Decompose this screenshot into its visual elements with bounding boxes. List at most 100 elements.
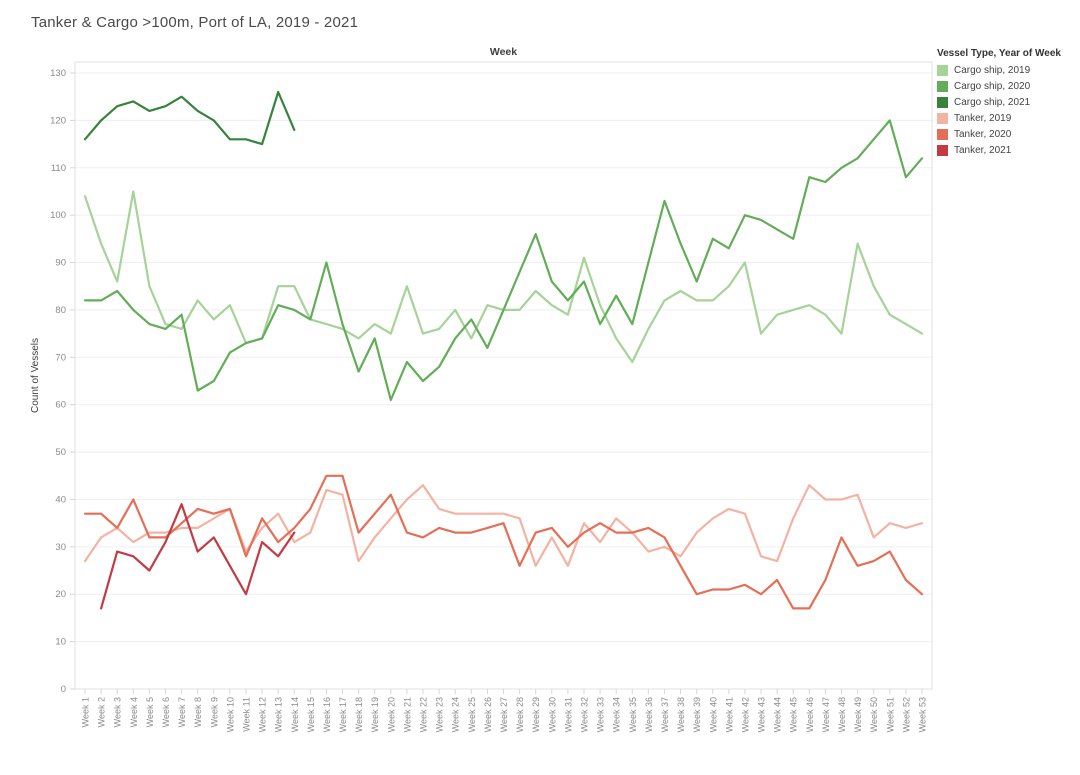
series-line-tanker-2021[interactable] (100, 503, 296, 610)
svg-text:110: 110 (51, 163, 66, 174)
svg-text:Week 28: Week 28 (515, 697, 525, 732)
svg-text:Week 25: Week 25 (467, 697, 477, 732)
svg-text:Week 33: Week 33 (596, 697, 606, 732)
svg-text:Week 39: Week 39 (692, 697, 702, 732)
svg-text:Week 15: Week 15 (306, 697, 316, 732)
legend-swatch-icon (937, 113, 948, 124)
legend-swatch-icon (937, 65, 948, 76)
svg-text:Week 23: Week 23 (435, 697, 445, 732)
legend-item-tanker-2020[interactable]: Tanker, 2020 (937, 129, 1077, 140)
svg-text:0: 0 (61, 684, 66, 695)
legend-swatch-icon (937, 145, 948, 156)
series-line-cargo-ship-2021[interactable] (83, 90, 296, 146)
svg-text:Week 46: Week 46 (805, 697, 815, 732)
svg-text:Week 31: Week 31 (563, 697, 573, 732)
svg-text:Week 12: Week 12 (258, 697, 268, 732)
legend-item-label: Cargo ship, 2019 (954, 65, 1031, 76)
svg-text:Week 9: Week 9 (209, 697, 219, 727)
svg-text:50: 50 (55, 447, 66, 458)
legend-item-label: Cargo ship, 2021 (954, 97, 1031, 108)
page-title: Tanker & Cargo >100m, Port of LA, 2019 -… (31, 14, 359, 31)
svg-text:Week 18: Week 18 (354, 697, 364, 732)
svg-text:Week 36: Week 36 (644, 697, 654, 732)
legend-item-cargo-2019[interactable]: Cargo ship, 2019 (937, 65, 1077, 76)
svg-text:30: 30 (55, 542, 66, 553)
svg-text:Week 6: Week 6 (161, 697, 171, 727)
series-line-tanker-2020[interactable] (83, 474, 924, 610)
legend-swatch-icon (937, 129, 948, 140)
legend-item-tanker-2019[interactable]: Tanker, 2019 (937, 113, 1077, 124)
legend-title: Vessel Type, Year of Week (937, 48, 1061, 59)
svg-text:60: 60 (55, 400, 66, 411)
svg-text:Week 30: Week 30 (547, 697, 557, 732)
series-line-cargo-ship-2020[interactable] (83, 119, 924, 402)
svg-text:100: 100 (50, 210, 66, 221)
svg-text:130: 130 (50, 68, 66, 79)
svg-text:10: 10 (55, 637, 66, 648)
x-axis-ticks: Week 1 Week 2 Week 3 Week 4 Week 5 Week 6 Week… (81, 689, 928, 732)
svg-text:Week 26: Week 26 (483, 697, 493, 732)
svg-text:Week 4: Week 4 (129, 697, 139, 727)
svg-text:Week 34: Week 34 (612, 697, 622, 732)
svg-text:Week 47: Week 47 (821, 697, 831, 732)
series-lines (83, 90, 924, 610)
svg-text:Week 21: Week 21 (402, 697, 412, 732)
x-axis-title: Week (490, 46, 517, 58)
svg-text:Week 13: Week 13 (274, 697, 284, 732)
svg-text:Week 20: Week 20 (386, 697, 396, 732)
svg-text:70: 70 (55, 352, 66, 363)
svg-text:Week 22: Week 22 (419, 697, 429, 732)
svg-text:Week 44: Week 44 (773, 697, 783, 732)
svg-text:Week 49: Week 49 (853, 697, 863, 732)
svg-text:Week 29: Week 29 (531, 697, 541, 732)
svg-text:Week 16: Week 16 (322, 697, 332, 732)
y-axis-title: Count of Vessels (30, 338, 41, 413)
svg-text:Week 52: Week 52 (901, 697, 911, 732)
svg-text:Week 2: Week 2 (97, 697, 107, 727)
legend-item-label: Tanker, 2021 (954, 145, 1012, 156)
series-line-cargo-ship-2019[interactable] (83, 190, 924, 364)
svg-text:Week 38: Week 38 (676, 697, 686, 732)
svg-text:20: 20 (55, 589, 66, 600)
svg-text:Week 1: Week 1 (81, 697, 91, 727)
svg-text:Week 43: Week 43 (757, 697, 767, 732)
svg-text:Week 42: Week 42 (740, 697, 750, 732)
svg-text:Week 53: Week 53 (918, 697, 928, 732)
svg-text:Week 3: Week 3 (113, 697, 123, 727)
svg-text:Week 40: Week 40 (708, 697, 718, 732)
svg-text:Week 45: Week 45 (789, 697, 799, 732)
legend: Vessel Type, Year of Week Cargo ship, 20… (937, 48, 1077, 161)
svg-text:Week 14: Week 14 (290, 697, 300, 732)
svg-text:Week 32: Week 32 (579, 697, 589, 732)
svg-text:Week 37: Week 37 (660, 697, 670, 732)
svg-text:Week 35: Week 35 (628, 697, 638, 732)
y-gridlines (75, 72, 932, 690)
svg-text:Week 48: Week 48 (837, 697, 847, 732)
legend-item-label: Tanker, 2020 (954, 129, 1012, 140)
plot-border (74, 61, 933, 690)
svg-text:40: 40 (55, 494, 66, 505)
svg-text:Week 7: Week 7 (177, 697, 187, 727)
legend-swatch-icon (937, 97, 948, 108)
series-line-tanker-2019[interactable] (83, 484, 924, 567)
svg-text:Week 24: Week 24 (451, 697, 461, 732)
svg-text:90: 90 (55, 258, 66, 269)
svg-text:Week 41: Week 41 (724, 697, 734, 732)
svg-text:120: 120 (50, 115, 66, 126)
legend-item-label: Tanker, 2019 (954, 113, 1012, 124)
legend-item-tanker-2021[interactable]: Tanker, 2021 (937, 145, 1077, 156)
legend-item-label: Cargo ship, 2020 (954, 81, 1031, 92)
svg-text:Week 5: Week 5 (145, 697, 155, 727)
legend-swatch-icon (937, 81, 948, 92)
svg-text:80: 80 (55, 305, 66, 316)
svg-text:Week 27: Week 27 (499, 697, 509, 732)
svg-text:Week 8: Week 8 (193, 697, 203, 727)
svg-text:Week 19: Week 19 (370, 697, 380, 732)
svg-text:Week 50: Week 50 (869, 697, 879, 732)
svg-text:Week 17: Week 17 (338, 697, 348, 732)
legend-item-cargo-2020[interactable]: Cargo ship, 2020 (937, 81, 1077, 92)
legend-item-cargo-2021[interactable]: Cargo ship, 2021 (937, 97, 1077, 108)
svg-text:Week 11: Week 11 (241, 697, 251, 732)
